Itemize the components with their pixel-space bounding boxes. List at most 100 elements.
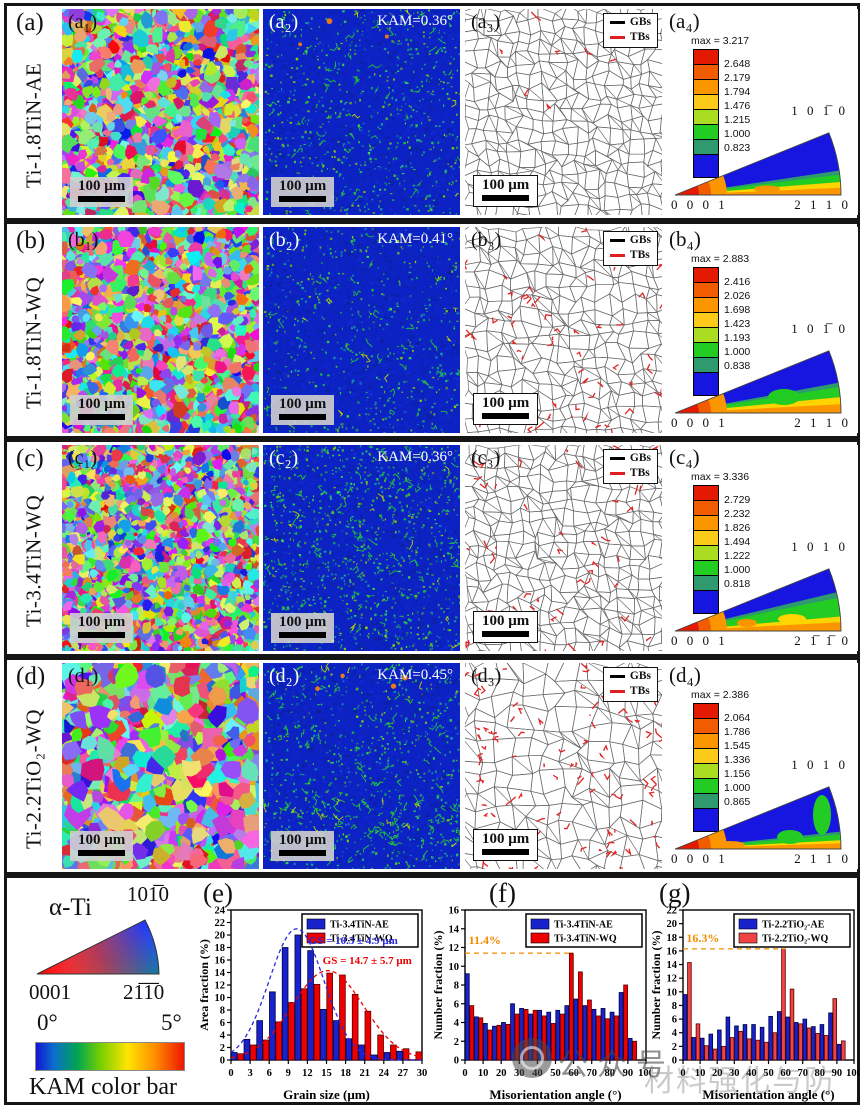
bottom-frame: α-Ti 101̅0 0001 21̅1̅0 0° 5° bbox=[4, 875, 860, 1105]
scale-bar: 100 μm bbox=[70, 831, 134, 861]
tbs-line-swatch bbox=[609, 689, 625, 693]
svg-text:90: 90 bbox=[623, 1068, 634, 1079]
ipf-color-key-triangle bbox=[36, 919, 160, 975]
svg-text:12: 12 bbox=[215, 981, 226, 992]
pf-top-label: 1 0 1 0 bbox=[791, 539, 848, 554]
pf-top-label: 1 0 1̅ 0 bbox=[791, 321, 848, 336]
svg-text:22: 22 bbox=[215, 918, 226, 929]
svg-text:9: 9 bbox=[286, 1068, 291, 1079]
pf-max-label: max = 2.386 bbox=[691, 689, 750, 701]
svg-text:21: 21 bbox=[359, 1068, 370, 1079]
scale-bar: 100 μm bbox=[473, 829, 539, 861]
pole-figure-a4: (a₄) max = 3.217 2.648 2.179 1.794 1.476 1.2… bbox=[664, 9, 858, 215]
pf-max-label: max = 2.883 bbox=[691, 253, 750, 265]
gb-map-a3: (a₃) GBs TBs 100 μm bbox=[465, 9, 662, 215]
row-c-sample-label: Ti-3.4TiN-WQ bbox=[21, 494, 46, 628]
svg-text:10: 10 bbox=[695, 1068, 706, 1079]
svg-text:Number fraction (%): Number fraction (%) bbox=[651, 930, 663, 1039]
pf-bottom-left-label: 0 0 0 1 bbox=[671, 851, 728, 866]
panel-label-d3: (d₃) bbox=[471, 665, 502, 687]
ipf-key-top-label: 101̅0 bbox=[127, 882, 169, 906]
svg-text:14: 14 bbox=[215, 968, 226, 979]
kam-color-bar-caption: KAM color bar bbox=[29, 1074, 177, 1100]
svg-text:60: 60 bbox=[568, 1068, 579, 1079]
svg-text:24: 24 bbox=[379, 1068, 390, 1079]
tbs-line-swatch bbox=[609, 471, 625, 475]
scale-bar: 100 μm bbox=[473, 175, 539, 207]
row-b-frame: (b) Ti-1.8TiN-WQ (b₁) 100 μm (b₂) KAM=0.… bbox=[4, 221, 860, 439]
panel-label-b1: (b₁) bbox=[68, 229, 99, 251]
panel-label-d1: (d₁) bbox=[68, 665, 99, 687]
svg-text:6: 6 bbox=[220, 1018, 225, 1029]
gbs-label: GBs bbox=[629, 670, 651, 682]
pf-wedge bbox=[674, 568, 842, 632]
row-a-frame: (a) Ti-1.8TiN-AE (a₁) 100 μm (a₂) KAM=0.… bbox=[4, 3, 860, 221]
svg-text:6: 6 bbox=[454, 999, 459, 1010]
tbs-label: TBs bbox=[629, 466, 650, 479]
svg-text:10: 10 bbox=[667, 987, 678, 998]
svg-text:6: 6 bbox=[672, 1015, 677, 1026]
svg-text:2: 2 bbox=[454, 1037, 459, 1048]
svg-text:60: 60 bbox=[780, 1068, 791, 1079]
panel-label-a3: (a₃) bbox=[471, 11, 501, 33]
chart-e-title: (e) bbox=[203, 878, 233, 908]
svg-text:Ti-3.4TiN-AE: Ti-3.4TiN-AE bbox=[554, 920, 613, 931]
svg-text:15: 15 bbox=[321, 1068, 332, 1079]
svg-text:40: 40 bbox=[746, 1068, 757, 1079]
pf-max-label: max = 3.217 bbox=[691, 35, 750, 47]
tbs-line-swatch bbox=[609, 35, 625, 39]
pf-color-scale bbox=[693, 703, 719, 832]
panel-label-d4: (d₄) bbox=[669, 663, 701, 687]
svg-text:14: 14 bbox=[667, 960, 678, 971]
kam-value-a: KAM=0.36° bbox=[377, 13, 453, 29]
panel-label-c4: (c₄) bbox=[669, 445, 700, 469]
svg-text:Misorientation angle (°): Misorientation angle (°) bbox=[489, 1087, 621, 1102]
svg-text:0: 0 bbox=[672, 1056, 677, 1067]
svg-text:90: 90 bbox=[832, 1068, 843, 1079]
gb-map-c3: (c₃) GBs TBs 100 μm bbox=[465, 445, 662, 651]
watermark-banner-text: 材料强化与防护 bbox=[644, 1065, 836, 1098]
pf-top-label: 1 0 1 0 bbox=[791, 757, 848, 772]
svg-text:18: 18 bbox=[215, 943, 226, 954]
svg-text:100: 100 bbox=[638, 1068, 651, 1079]
svg-text:8: 8 bbox=[672, 1001, 677, 1012]
chart-f-title: (f) bbox=[489, 878, 516, 908]
svg-text:4: 4 bbox=[220, 1031, 226, 1042]
svg-text:GS = 10.3 ± 4.9 μm: GS = 10.3 ± 4.9 μm bbox=[309, 935, 398, 947]
gbs-label: GBs bbox=[629, 452, 651, 464]
kam-bar-min-label: 0° bbox=[37, 1010, 58, 1035]
svg-text:18: 18 bbox=[667, 933, 678, 944]
row-b-label: (b) bbox=[16, 227, 46, 254]
ipf-map-a1: (a₁) 100 μm bbox=[62, 9, 259, 215]
kam-value-d: KAM=0.45° bbox=[377, 667, 453, 683]
svg-text:27: 27 bbox=[398, 1068, 409, 1079]
svg-text:Ti-3.4TiN-WQ: Ti-3.4TiN-WQ bbox=[330, 934, 393, 945]
scale-bar: 100 μm bbox=[70, 177, 134, 207]
pf-bottom-right-label: 2 1 1 0 bbox=[794, 851, 851, 866]
svg-text:4: 4 bbox=[672, 1028, 678, 1039]
pole-figure-d4: (d₄) max = 2.386 2.064 1.786 1.545 1.336 1.1… bbox=[664, 663, 858, 869]
tbs-label: TBs bbox=[629, 684, 650, 697]
row-c-frame: (c) Ti-3.4TiN-WQ (c₁) 100 μm (c₂) KAM=0.… bbox=[4, 439, 860, 657]
svg-text:14: 14 bbox=[449, 924, 460, 935]
pf-wedge bbox=[674, 132, 842, 196]
kam-map-b2: (b₂) KAM=0.41° 100 μm bbox=[263, 227, 460, 433]
svg-text:12: 12 bbox=[667, 974, 678, 985]
row-d-frame: (d) Ti-2.2TiO₂-WQ (d₁) 100 μm (d₂) KAM=0… bbox=[4, 657, 860, 875]
svg-text:16: 16 bbox=[215, 956, 226, 967]
svg-text:10: 10 bbox=[449, 962, 460, 973]
pf-bottom-right-label: 2 1 1 0 bbox=[794, 415, 851, 430]
row-a-sample-label: Ti-1.8TiN-AE bbox=[21, 62, 46, 188]
pf-bottom-left-label: 0 0 0 1 bbox=[671, 633, 728, 648]
scale-bar: 100 μm bbox=[271, 831, 335, 861]
svg-text:6: 6 bbox=[267, 1068, 272, 1079]
chart-g-title: (g) bbox=[659, 878, 691, 908]
svg-text:Ti-2.2TiO₂-AE: Ti-2.2TiO₂-AE bbox=[762, 920, 825, 931]
pole-figure-c4: (c₄) max = 3.336 2.729 2.232 1.826 1.494 1.2… bbox=[664, 445, 858, 651]
pf-scale-ticks: 2.416 2.026 1.698 1.423 1.193 1.000 0.838 bbox=[724, 276, 751, 372]
row-c-label: (c) bbox=[16, 445, 44, 472]
svg-text:0: 0 bbox=[454, 1056, 459, 1067]
gbs-line-swatch bbox=[609, 456, 625, 460]
kam-map-d2: (d₂) KAM=0.45° 100 μm bbox=[263, 663, 460, 869]
